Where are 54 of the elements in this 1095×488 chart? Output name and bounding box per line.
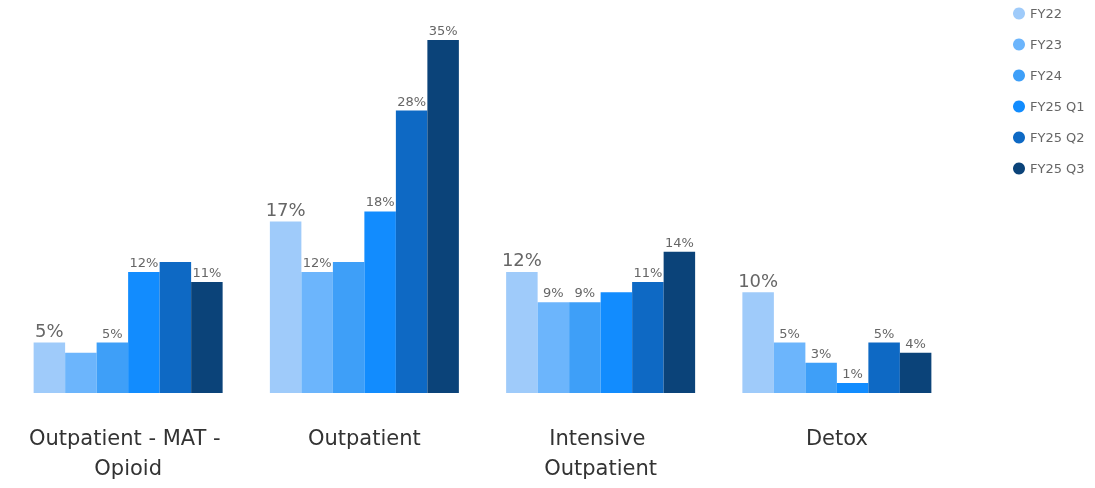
data-label: 5%: [35, 320, 64, 342]
data-label: 5%: [873, 325, 895, 341]
legend-label: FY24: [1030, 68, 1062, 83]
data-label: 11%: [633, 265, 663, 281]
bar: [96, 342, 129, 393]
bar: [33, 342, 66, 393]
data-label: 14%: [664, 234, 694, 250]
data-label: 12%: [302, 254, 332, 270]
legend-label: FY23: [1030, 37, 1062, 52]
bar: [805, 362, 837, 393]
data-label: 11%: [192, 265, 222, 281]
legend-label: FY25 Q1: [1030, 99, 1085, 114]
bar: [537, 302, 570, 393]
data-label: 9%: [543, 285, 564, 301]
data-label: 35%: [428, 23, 458, 38]
legend-label: FY25 Q2: [1030, 130, 1085, 145]
bar: [128, 271, 160, 393]
bar: [332, 261, 365, 393]
data-label: 9%: [574, 285, 596, 301]
data-label: 5%: [102, 325, 123, 341]
bar: [868, 342, 900, 393]
x-tick-label: Detox: [805, 426, 868, 450]
bar: [773, 342, 806, 393]
bar: [899, 352, 932, 393]
data-label: 28%: [397, 93, 427, 109]
bar: [836, 382, 869, 393]
bar: [159, 261, 192, 393]
bar: [65, 352, 97, 393]
data-label: 3%: [810, 345, 832, 361]
bar: [364, 211, 396, 393]
data-label: 5%: [779, 325, 800, 341]
bar: [269, 221, 302, 393]
bar: [600, 292, 633, 393]
x-tick-label: Outpatient - MAT - Opioid: [28, 426, 228, 480]
bar: [742, 292, 774, 393]
bar: [632, 282, 664, 393]
x-tick-label: Intensive Outpatient: [544, 426, 658, 480]
bar: [427, 40, 459, 393]
data-label: 12%: [501, 249, 542, 271]
bar: [395, 110, 428, 393]
data-label: 10%: [738, 269, 779, 291]
data-label: 18%: [365, 194, 395, 210]
bar: [191, 282, 223, 393]
data-label: 1%: [842, 365, 863, 381]
data-label: 4%: [905, 335, 926, 351]
data-label: 17%: [265, 199, 306, 221]
bar: [301, 271, 333, 393]
bar: [506, 271, 538, 393]
legend-label: FY22: [1030, 6, 1062, 21]
legend-label: FY25 Q3: [1030, 161, 1085, 176]
bar: [663, 251, 696, 393]
data-label: 12%: [129, 254, 159, 270]
bar: [569, 302, 601, 393]
x-tick-label: Outpatient: [307, 426, 421, 450]
